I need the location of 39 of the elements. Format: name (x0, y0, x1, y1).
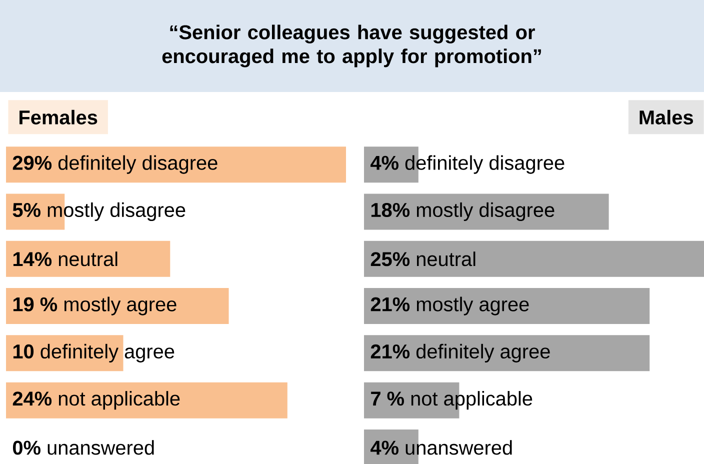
data-label: 14% (13, 252, 52, 266)
data-label: 21% (370, 297, 410, 312)
data-label: 25% (370, 252, 410, 266)
data-label: 5% (12, 203, 40, 218)
y-tick-label: not applicable (411, 391, 532, 410)
bar (364, 240, 704, 277)
data-label: 18% (371, 202, 410, 218)
y-tick-label: definitely disagree (405, 155, 564, 174)
y-tick-label: neutral (416, 252, 476, 266)
bar (6, 288, 229, 324)
text: Males (640, 110, 693, 124)
y-tick-label: mostly agree (416, 296, 529, 316)
data-label: 24% (12, 392, 52, 406)
y-tick-label: not applicable (58, 391, 180, 410)
bar (364, 194, 609, 230)
y-tick-label: mostly agree (64, 296, 176, 316)
series-label: Females (20, 110, 98, 124)
chart-title: “Senior colleagues have suggested or encouraged me to apply for promotion” (162, 24, 541, 68)
y-tick-label: neutral (58, 252, 118, 266)
y-tick-label: unanswered (48, 440, 154, 455)
data-label: 10 (13, 344, 34, 359)
y-tick-label: definitely agree (40, 344, 174, 362)
data-label: 7 % (371, 392, 404, 406)
bar (364, 335, 650, 372)
data-label: 0% (12, 440, 40, 455)
data-label: 21% (370, 344, 410, 358)
data-label: 29% (12, 156, 52, 170)
bar (364, 288, 650, 324)
y-tick-label: definitely agree (416, 344, 550, 362)
y-tick-label: definitely disagree (58, 155, 218, 174)
bar (6, 240, 170, 277)
bar (6, 146, 346, 183)
data-label: 4% (370, 156, 398, 170)
data-label: 19 % (13, 297, 58, 312)
y-tick-label: mostly disagree (416, 202, 554, 222)
data-label: 4% (370, 440, 398, 455)
y-tick-label: mostly disagree (48, 202, 186, 222)
bar (6, 382, 288, 418)
y-tick-label: unanswered (406, 440, 512, 455)
